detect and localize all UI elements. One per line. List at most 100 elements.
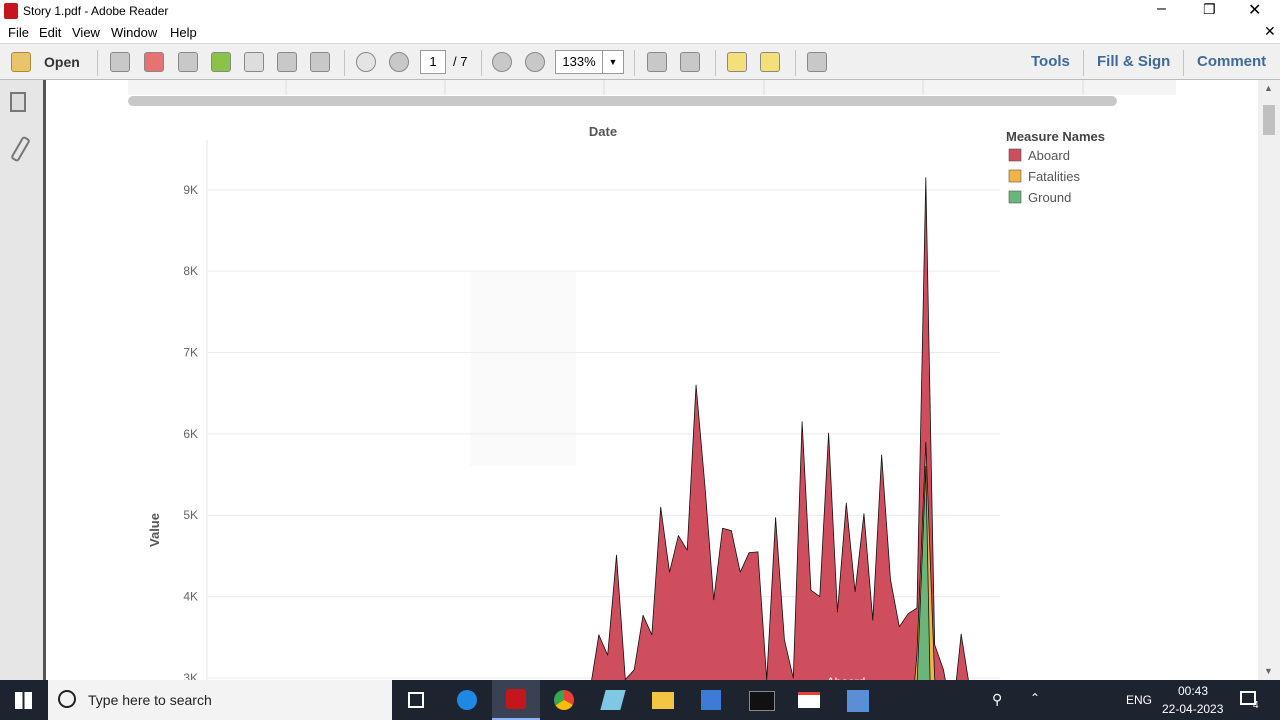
menu-bar: File Edit View Window Help ✕ [0, 22, 1280, 43]
store-icon[interactable] [701, 690, 721, 710]
fullscreen-icon[interactable] [807, 52, 827, 72]
clock-time[interactable]: 00:43 [1178, 684, 1209, 698]
notification-icon[interactable] [1240, 691, 1256, 705]
separator [97, 50, 98, 76]
navigation-pane [0, 80, 46, 680]
reader-icon [506, 689, 526, 709]
separator [634, 50, 635, 76]
search-placeholder: Type here to search [88, 692, 212, 708]
zoom-out[interactable] [492, 52, 512, 72]
legend-title: Measure Names [1006, 129, 1105, 144]
scroll-up[interactable]: ▲ [1264, 83, 1273, 93]
separator [715, 50, 716, 76]
legend-label: Aboard [1028, 148, 1070, 163]
start-button[interactable] [15, 692, 32, 709]
menu-item[interactable]: View [72, 25, 100, 40]
tray-icon[interactable]: ⚲ [992, 691, 1003, 707]
notification-count: 4 [1253, 700, 1259, 711]
explorer-icon[interactable] [652, 692, 674, 709]
highlight-icon[interactable] [760, 52, 780, 72]
app-icon [4, 3, 18, 19]
y-tick-label: 4K [183, 590, 198, 604]
tool-icon[interactable] [178, 52, 198, 72]
tool-icon[interactable] [211, 52, 231, 72]
vertical-scrollbar[interactable]: ▲ ▼ [1258, 80, 1280, 680]
pages-icon[interactable] [10, 92, 26, 112]
area-series [591, 177, 969, 680]
tool-icon[interactable] [144, 52, 164, 72]
tool-icon[interactable] [110, 52, 130, 72]
fill-sign-tab[interactable]: Fill & Sign [1097, 53, 1171, 70]
separator [1083, 50, 1084, 76]
open-button[interactable]: Open [44, 54, 80, 70]
legend-swatch [1008, 190, 1022, 204]
zoom-in[interactable] [525, 52, 545, 72]
page-input[interactable]: 1 [420, 50, 446, 74]
task-view[interactable] [408, 692, 424, 708]
document-view: Date Value 3K 4K 5K 6K 7K 8K 9K Aboard Measure… [46, 80, 1258, 680]
fit-page[interactable] [647, 52, 667, 72]
legend-swatch [1008, 169, 1022, 183]
save-icon[interactable] [244, 52, 264, 72]
y-tick-label: 5K [183, 508, 198, 522]
clock-date[interactable]: 22-04-2023 [1162, 702, 1224, 716]
y-axis-title: Value [147, 513, 162, 547]
chart: Date Value 3K 4K 5K 6K 7K 8K 9K Aboard Measure… [128, 80, 1176, 680]
open-icon[interactable] [11, 52, 31, 72]
email-icon[interactable] [310, 52, 330, 72]
y-tick-label: 8K [183, 264, 198, 278]
window-title: Story 1.pdf - Adobe Reader [23, 4, 169, 18]
story-tab-strip [128, 80, 1176, 95]
comment-icon[interactable] [727, 52, 747, 72]
active-app[interactable] [492, 680, 540, 720]
toolbar: Open 1 / 7 133% ▼ Tools Fill & Sign Comm… [0, 43, 1280, 80]
tray-chevron[interactable]: ⌃ [1030, 691, 1041, 705]
next-page[interactable] [389, 52, 409, 72]
gmail-icon[interactable] [798, 692, 820, 708]
separator [795, 50, 796, 76]
close-button[interactable]: ✕ [1248, 2, 1262, 19]
search-icon [58, 690, 76, 708]
taskbar: Type here to search ⚲ ⌃ ENG 00:43 22-04-… [0, 680, 1280, 720]
app-icon[interactable] [600, 690, 626, 710]
prev-page[interactable] [356, 52, 376, 72]
page-count: / 7 [453, 54, 468, 69]
title-bar: Story 1.pdf - Adobe Reader – ❐ ✕ [0, 0, 1280, 22]
legend-label: Fatalities [1028, 169, 1081, 184]
area-annotation: Aboard [827, 675, 866, 680]
scroll-down[interactable]: ▼ [1264, 666, 1273, 676]
attachments-icon[interactable] [10, 135, 31, 163]
restore-button[interactable]: ❐ [1203, 1, 1216, 17]
y-tick-label: 6K [183, 427, 198, 441]
separator [1183, 50, 1184, 76]
language-indicator[interactable]: ENG [1126, 693, 1153, 707]
close-document-button[interactable]: ✕ [1264, 23, 1276, 39]
area-series [916, 466, 931, 680]
y-tick-label: 7K [183, 346, 198, 360]
legend-label: Ground [1028, 190, 1071, 205]
menu-item[interactable]: File [8, 25, 29, 40]
placeholder-box [470, 272, 576, 466]
edge-icon[interactable] [457, 690, 477, 710]
horizontal-scrollbar[interactable] [128, 96, 1117, 106]
x-axis-title: Date [589, 124, 617, 139]
zoom-input[interactable]: 133% [555, 50, 603, 74]
menu-item[interactable]: Window [111, 25, 158, 40]
zoom-dropdown[interactable]: ▼ [602, 50, 624, 74]
comment-tab[interactable]: Comment [1197, 53, 1267, 70]
search-box[interactable]: Type here to search [48, 680, 392, 720]
fit-width[interactable] [680, 52, 700, 72]
tableau-icon[interactable] [847, 690, 869, 712]
tools-tab[interactable]: Tools [1031, 53, 1070, 70]
menu-item[interactable]: Help [170, 25, 197, 40]
scroll-thumb[interactable] [1263, 105, 1275, 135]
separator [344, 50, 345, 76]
print-icon[interactable] [277, 52, 297, 72]
chrome-icon[interactable] [554, 690, 574, 710]
y-tick-label: 3K [183, 671, 198, 680]
app-icon[interactable] [749, 691, 775, 711]
legend-swatch [1008, 148, 1022, 162]
minimize-button[interactable]: – [1157, 0, 1166, 17]
menu-item[interactable]: Edit [39, 25, 62, 40]
